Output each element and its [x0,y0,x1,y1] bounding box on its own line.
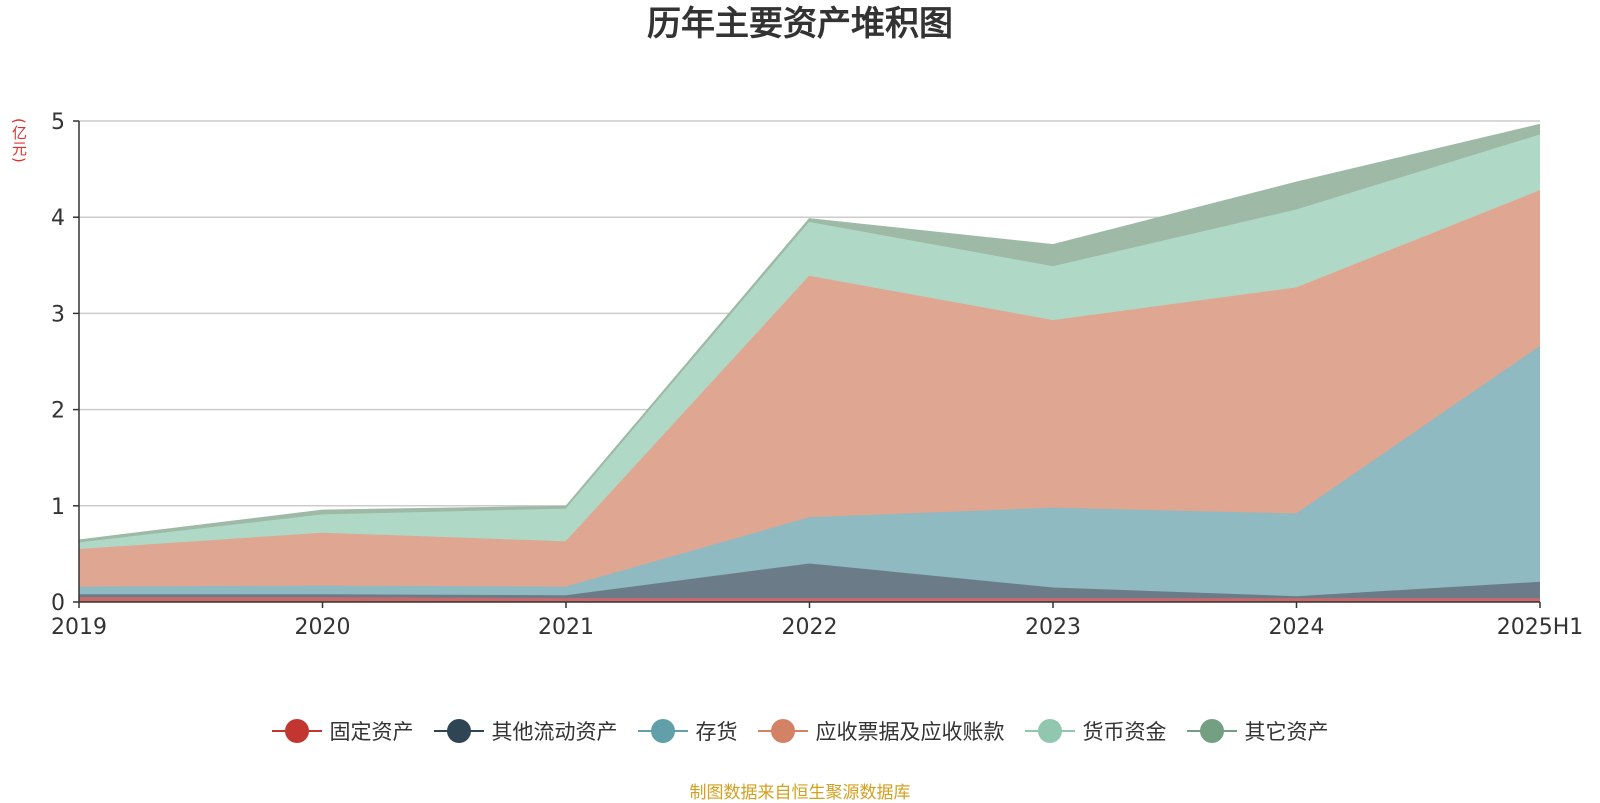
series-line-0 [79,597,1540,601]
area-series-5 [79,124,1540,544]
y-tick-label: 4 [51,206,65,231]
legend-item-5[interactable]: 其它资产 [1186,716,1329,746]
series-line-4 [78,134,1541,545]
tick-labels: 0 1 2 3 4 5 2019 2020 2021 2022 2023 2024 2025H1 [51,110,1583,640]
stacked-area-chart: 0 1 2 3 4 5 2019 2020 2021 2022 2023 2024 2025H1 [51,110,1583,640]
legend-label: 存货 [695,720,738,744]
x-tick-label: 2025H1 [1497,615,1584,640]
legend-item-4[interactable]: 货币资金 [1024,716,1167,746]
axes [73,120,1541,608]
legend: 固定资产 其他流动资产 存货 应收票据及应收账款 货币资金 其它资产 [0,716,1600,746]
legend-label: 固定资产 [329,720,414,744]
series-line-2 [78,346,1541,589]
legend-item-0[interactable]: 固定资产 [271,716,414,746]
x-tick-label: 2020 [295,615,351,640]
y-tick-label: 3 [51,302,65,327]
series-line-1 [79,563,1541,599]
legend-marker-icon [757,717,808,745]
area-series-2 [79,347,1540,598]
legend-marker-icon [637,717,688,745]
x-tick-label: 2019 [51,615,107,640]
series-line-3 [78,190,1541,552]
x-tick-label: 2021 [538,615,594,640]
source-note: 制图数据来自恒生聚源数据库 [689,783,911,803]
area-series [79,124,1540,602]
legend-label: 其它资产 [1244,720,1329,744]
legend-marker-icon [271,717,322,745]
x-tick-label: 2022 [782,615,838,640]
x-tick-label: 2024 [1269,615,1325,640]
y-tick-label: 2 [51,399,65,424]
legend-marker-icon [1024,717,1075,745]
y-tick-label: 0 [51,591,65,616]
legend-item-1[interactable]: 其他流动资产 [433,716,618,746]
legend-item-2[interactable]: 存货 [637,716,738,746]
legend-label: 货币资金 [1082,720,1167,744]
area-series-1 [79,564,1540,600]
legend-label: 其他流动资产 [491,720,618,744]
chart-title: 历年主要资产堆积图 [647,4,953,44]
y-tick-label: 1 [51,495,65,520]
x-tick-label: 2023 [1025,615,1081,640]
legend-item-3[interactable]: 应收票据及应收账款 [757,716,1005,746]
series-lines [78,123,1541,601]
y-axis-unit-label: (亿元) [10,118,28,164]
y-tick-label: 5 [51,110,65,135]
area-series-3 [79,191,1540,588]
series-line-5 [78,123,1541,542]
legend-marker-icon [1186,717,1237,745]
legend-marker-icon [433,717,484,745]
legend-label: 应收票据及应收账款 [815,720,1005,744]
